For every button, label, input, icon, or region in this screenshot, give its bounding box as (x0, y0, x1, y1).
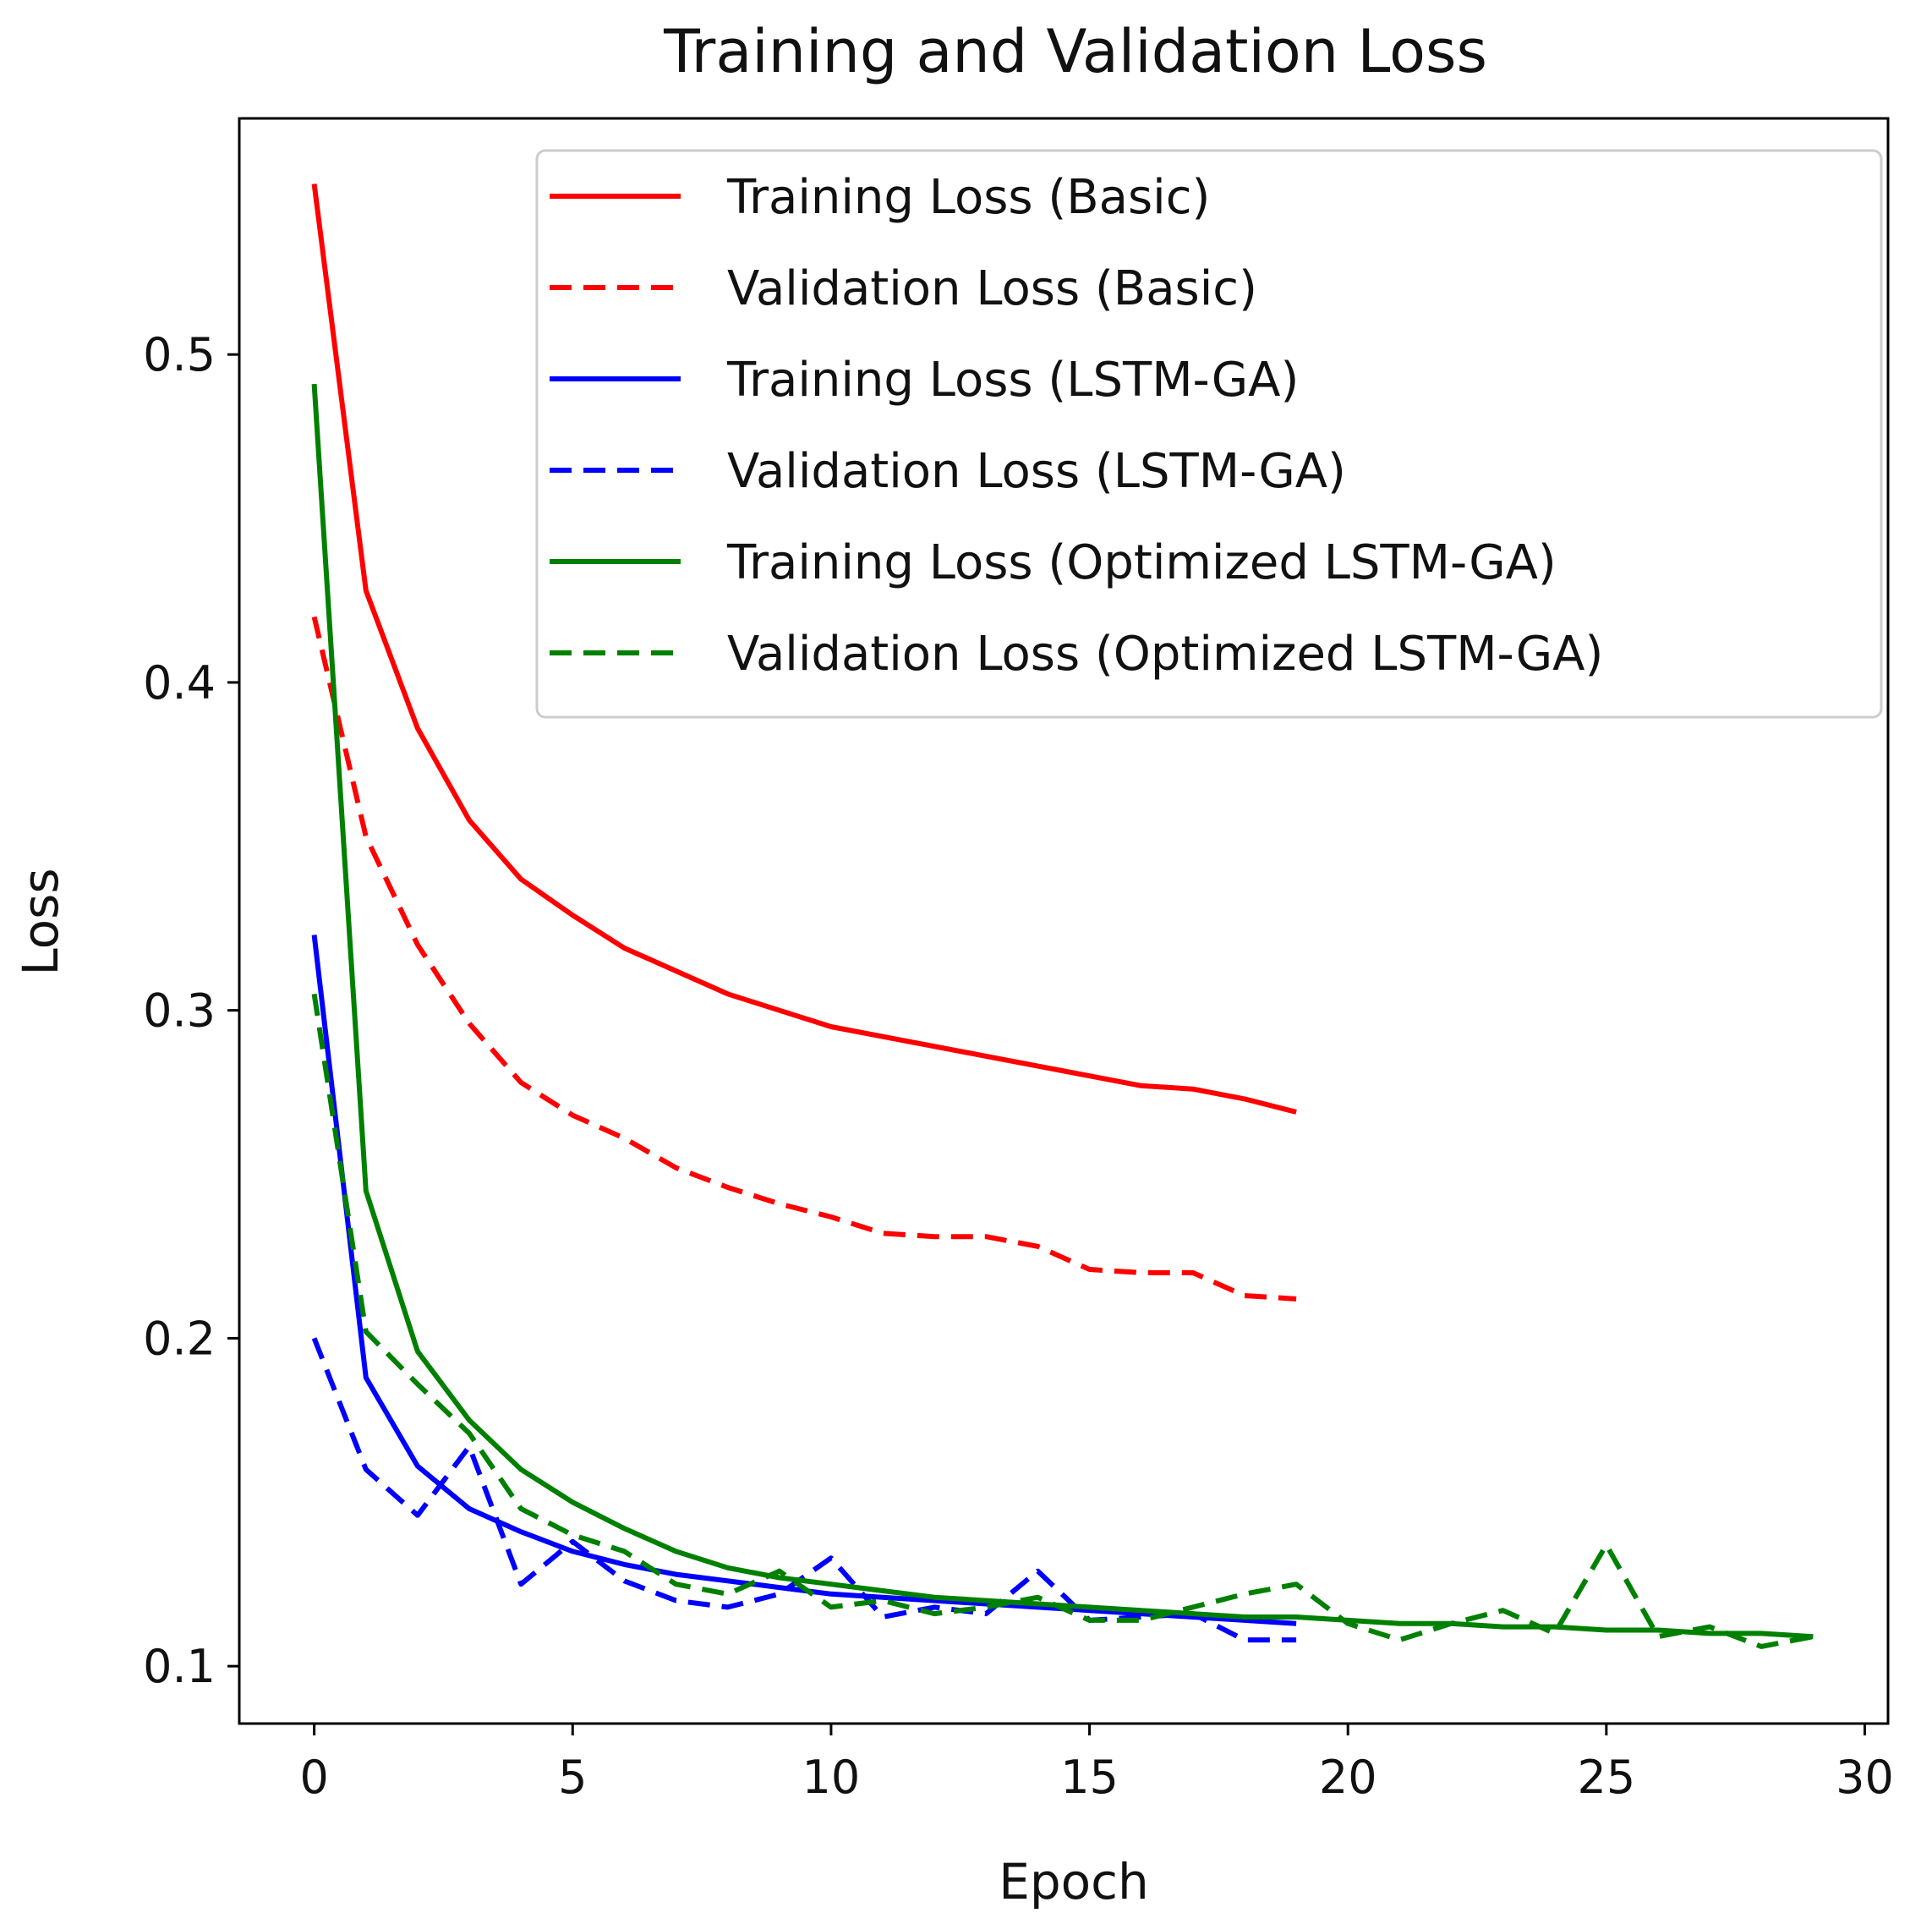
plot-frame (238, 117, 1890, 1725)
series-line-4 (311, 1337, 1297, 1643)
x-tick-label: 0 (299, 1751, 328, 1804)
series-line-5 (311, 383, 1814, 1640)
y-tick-label: 0.5 (143, 328, 216, 381)
y-tick-label: 0.1 (143, 1640, 216, 1693)
x-tick-label: 15 (1060, 1751, 1119, 1804)
x-tick-label: 30 (1836, 1751, 1894, 1804)
legend: Training Loss (Basic) Validation Loss (Ba… (535, 149, 1883, 719)
series-lines (311, 184, 1814, 1649)
y-tick-label: 0.3 (143, 984, 216, 1038)
y-tick-label: 0.4 (143, 656, 216, 710)
chart-title: Training and Validation Loss (663, 17, 1487, 86)
x-tick-label: 10 (802, 1751, 861, 1804)
legend-label: Validation Loss (LSTM-GA) (727, 444, 1346, 499)
legend-box (535, 149, 1883, 719)
y-axis-label: Loss (12, 868, 69, 975)
axis-ticks: 0 5 10 15 20 25 30 0.1 0.2 0.3 0.4 0.5 (143, 328, 1894, 1804)
series-line-3 (311, 935, 1297, 1626)
x-tick-label: 25 (1577, 1751, 1635, 1804)
legend-label: Training Loss (LSTM-GA) (726, 353, 1299, 408)
y-tick-label: 0.2 (143, 1312, 216, 1365)
legend-label: Validation Loss (Optimized LSTM-GA) (727, 627, 1603, 682)
series-line-2 (311, 616, 1297, 1302)
x-tick-label: 20 (1319, 1751, 1377, 1804)
x-axis-label: Epoch (999, 1853, 1149, 1910)
legend-label: Training Loss (Basic) (726, 170, 1210, 225)
legend-label: Validation Loss (Basic) (727, 261, 1257, 316)
x-tick-label: 5 (558, 1751, 587, 1804)
series-line-6 (311, 993, 1814, 1649)
series-line-1 (311, 184, 1297, 1115)
legend-label: Training Loss (Optimized LSTM-GA) (726, 535, 1557, 590)
